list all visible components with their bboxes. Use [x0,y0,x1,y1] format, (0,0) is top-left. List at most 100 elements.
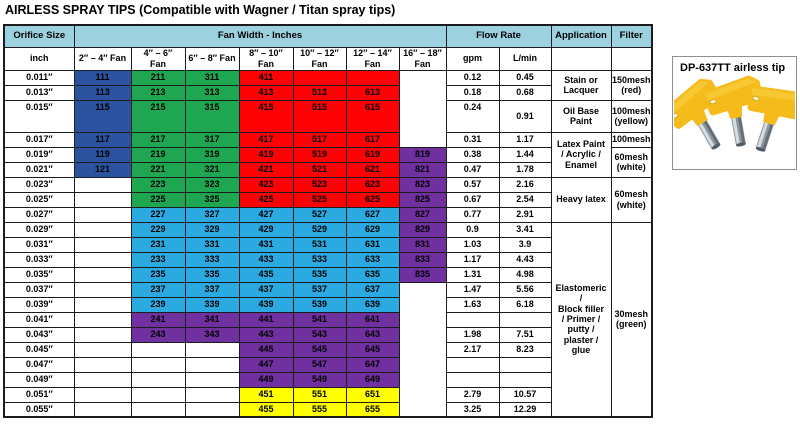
tip-number-cell: 223 [130,176,186,193]
tip-number-cell: 831 [398,236,447,253]
gpm-cell: 0.31 [445,131,500,148]
tip-number-cell: 629 [345,221,400,238]
tip-number-cell [345,69,400,86]
fan-col-header: 4″ – 6″ Fan [130,46,186,71]
flow-col-header: gpm [445,46,500,71]
tip-number-cell: 447 [238,356,294,373]
tip-number-cell: 821 [398,161,447,178]
fan-col-header: 10″ – 12″ Fan [292,46,347,71]
filter-cell: 60mesh (white) [610,146,653,178]
gpm-cell [445,356,500,373]
tip-number-cell: 241 [130,311,186,328]
lmin-cell: 0.45 [498,69,552,86]
gpm-cell: 0.57 [445,176,500,193]
table-row: 0.021″ 121 221 321 421 521 621 821 0.47 1.78 [3,161,652,178]
lmin-cell: 4.43 [498,251,552,268]
orifice-cell: 0.011″ [3,69,75,86]
tip-number-cell: 637 [345,281,400,298]
tip-number-cell: 421 [238,161,294,178]
table-row: 0.011″ 111 211 311 411 0.12 0.45 Stain or Lacqu… [3,69,653,148]
tip-number-cell: 527 [292,206,347,223]
table-row: 0.017″ 117 217 317 417 517 617 0.31 1.17 Latex Pa… [3,131,653,178]
lmin-cell: 2.54 [498,191,552,208]
filter-cell: 100mesh (yellow) [610,99,653,133]
orifice-cell: 0.047″ [3,356,75,373]
filter-cell: 60mesh (white) [610,176,653,223]
orifice-cell: 0.019″ [3,146,75,163]
fan-col-header: 16″ – 18″ Fan [398,46,447,71]
tip-number-cell: 313 [184,84,240,101]
tip-number-cell: 119 [73,146,132,163]
orifice-cell: 0.023″ [3,176,75,193]
tip-number-cell: 655 [345,401,400,418]
orifice-cell: 0.031″ [3,236,75,253]
lmin-cell: 4.98 [498,266,552,283]
tip-number-cell: 319 [184,146,240,163]
tip-number-cell: 555 [292,401,347,418]
tip-number-cell: 219 [130,146,186,163]
gpm-cell: 1.47 [445,281,500,298]
tip-number-cell: 519 [292,146,347,163]
application-cell: Elastomeric / Block filler / Primer / pu… [550,221,612,418]
lmin-cell: 7.51 [498,326,552,343]
tip-number-cell: 323 [184,176,240,193]
tip-number-cell: 431 [238,236,294,253]
tip-number-cell: 549 [292,371,347,388]
orifice-cell: 0.043″ [3,326,75,343]
table-row: 0.027″ 227 327 427 527 627 827 0.77 2.91 [3,206,652,223]
tip-number-cell: 337 [184,281,240,298]
tip-number-cell: 639 [345,296,400,313]
tip-number-cell: 515 [292,99,347,133]
tip-number-cell: 541 [292,311,347,328]
tip-number-cell: 411 [238,69,294,86]
orifice-cell: 0.045″ [3,341,75,358]
product-title: DP-637TT airless tip [680,62,786,74]
tip-number-cell [73,191,132,208]
tip-number-cell: 327 [184,206,240,223]
tip-number-cell: 647 [345,356,400,373]
table-row: 0.015″ 115 215 315 415 515 615 0.24 0.91 Oil Base… [3,99,653,133]
orifice-cell: 0.029″ [3,221,75,238]
tip-number-cell: 621 [345,161,400,178]
application-cell: Latex Paint / Acrylic / Enamel [550,131,612,178]
tip-number-cell [73,356,132,373]
tip-number-cell: 215 [130,99,186,133]
filter-cell: 100mesh [610,131,653,148]
tip-number-cell: 243 [130,326,186,343]
tip-number-cell: 539 [292,296,347,313]
tip-number-cell: 829 [398,221,447,238]
tip-number-cell [184,386,240,403]
tip-number-cell [130,341,186,358]
tip-number-cell: 525 [292,191,347,208]
orifice-cell: 0.041″ [3,311,75,328]
tip-number-cell: 325 [184,191,240,208]
orifice-cell: 0.051″ [3,386,75,403]
product-photo-box: DP-637TT airless tip [672,56,797,170]
gpm-cell: 2.17 [445,341,500,358]
tip-number-cell [130,401,186,418]
orifice-cell: 0.037″ [3,281,75,298]
tip-number-cell [184,371,240,388]
tip-number-cell: 649 [345,371,400,388]
tip-number-cell: 117 [73,131,132,148]
lmin-cell: 0.91 [498,99,552,133]
tip-number-cell: 315 [184,99,240,133]
tip-number-cell: 627 [345,206,400,223]
fan-width-header: Fan Width - Inches [73,24,447,48]
tip-number-cell: 455 [238,401,294,418]
gpm-cell: 0.12 [445,69,500,86]
orifice-cell: 0.049″ [3,371,75,388]
gpm-cell: 1.17 [445,251,500,268]
table-row: 0.031″ 231 331 431 531 631 831 1.03 3.9 [3,236,652,253]
orifice-cell: 0.025″ [3,191,75,208]
tip-number-cell [130,356,186,373]
tip-number-cell: 631 [345,236,400,253]
tip-number-cell: 615 [345,99,400,133]
lmin-cell: 2.91 [498,206,552,223]
tip-number-cell: 335 [184,266,240,283]
gpm-cell: 0.24 [445,99,500,133]
tip-number-cell: 443 [238,326,294,343]
tip-number-cell [184,401,240,418]
tip-number-cell [73,326,132,343]
tip-number-cell: 545 [292,341,347,358]
